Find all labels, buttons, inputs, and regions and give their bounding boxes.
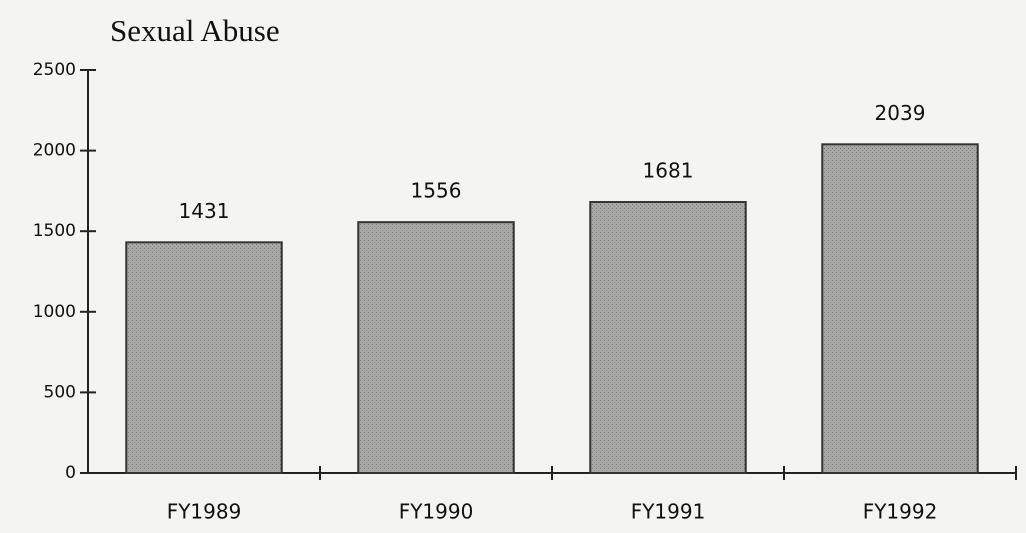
y-tick-label: 2500 — [33, 60, 76, 80]
chart-title: Sexual Abuse — [110, 13, 280, 48]
bar — [357, 221, 515, 474]
x-tick-label: FY1989 — [167, 500, 242, 524]
y-tick-label: 1000 — [33, 302, 76, 322]
bar — [589, 201, 747, 474]
data-label: 1431 — [179, 199, 230, 223]
y-tick-label: 500 — [44, 382, 76, 402]
y-tick-label: 2000 — [33, 141, 76, 161]
data-label: 1556 — [411, 179, 462, 203]
x-tick-label: FY1991 — [631, 500, 706, 524]
y-tick-label: 1500 — [33, 221, 76, 241]
x-tick-label: FY1992 — [863, 500, 938, 524]
bar — [125, 241, 283, 474]
x-tick-label: FY1990 — [399, 500, 474, 524]
data-label: 1681 — [643, 159, 694, 183]
y-tick-label: 0 — [65, 463, 76, 483]
data-label: 2039 — [875, 101, 926, 125]
bar — [821, 143, 979, 474]
